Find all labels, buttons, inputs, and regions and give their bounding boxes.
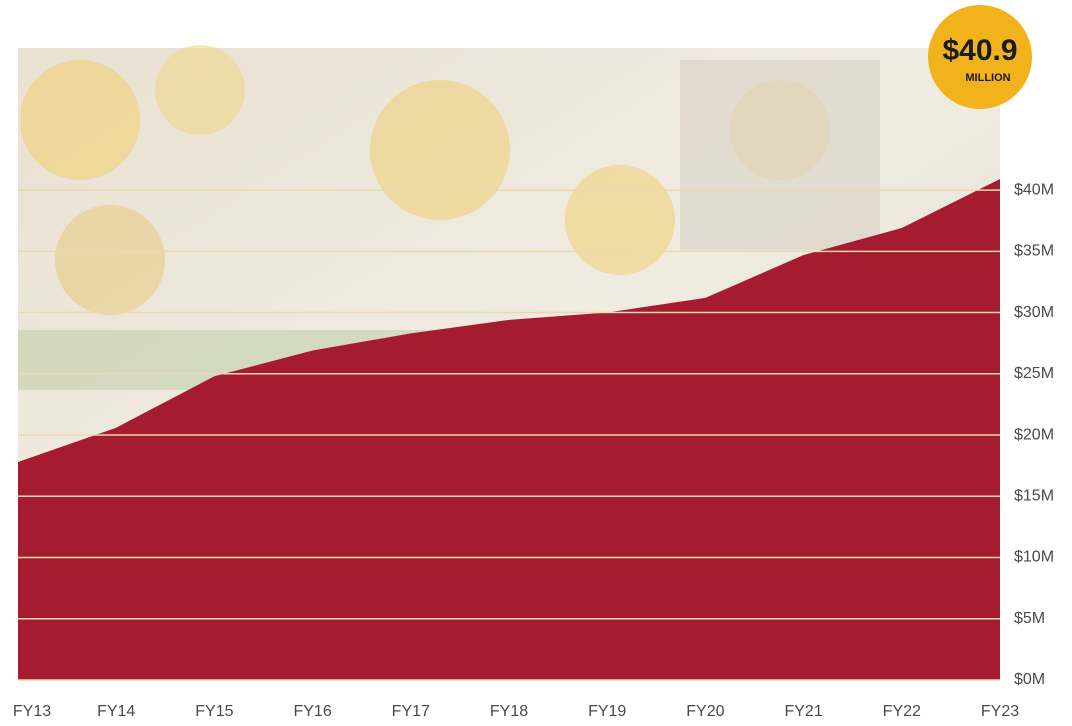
y-tick-label: $5M (1014, 610, 1045, 627)
x-tick-label: FY18 (490, 703, 528, 720)
y-tick-label: $10M (1014, 549, 1054, 566)
x-tick-label: FY14 (97, 703, 135, 720)
y-tick-label: $20M (1014, 426, 1054, 443)
badge-value: $40.9 (942, 34, 1017, 67)
x-tick-label: FY15 (195, 703, 233, 720)
badge-circle (928, 5, 1032, 109)
x-tick-label: FY19 (588, 703, 626, 720)
x-tick-label: FY16 (293, 703, 331, 720)
y-tick-label: $0M (1014, 671, 1045, 688)
x-tick-label: FY21 (784, 703, 822, 720)
y-tick-label: $40M (1014, 181, 1054, 198)
x-tick-label: FY17 (392, 703, 430, 720)
x-tick-label: FY20 (686, 703, 724, 720)
y-tick-label: $30M (1014, 304, 1054, 321)
badge-unit: MILLION (965, 72, 1010, 84)
y-tick-label: $35M (1014, 243, 1054, 260)
area (18, 179, 1000, 680)
y-tick-label: $15M (1014, 487, 1054, 504)
callout-badge: $40.9 MILLION (928, 5, 1032, 109)
x-tick-label: FY23 (981, 703, 1019, 720)
y-tick-label: $25M (1014, 365, 1054, 382)
x-tick-label: FY13 (13, 703, 51, 720)
x-tick-label: FY22 (883, 703, 921, 720)
